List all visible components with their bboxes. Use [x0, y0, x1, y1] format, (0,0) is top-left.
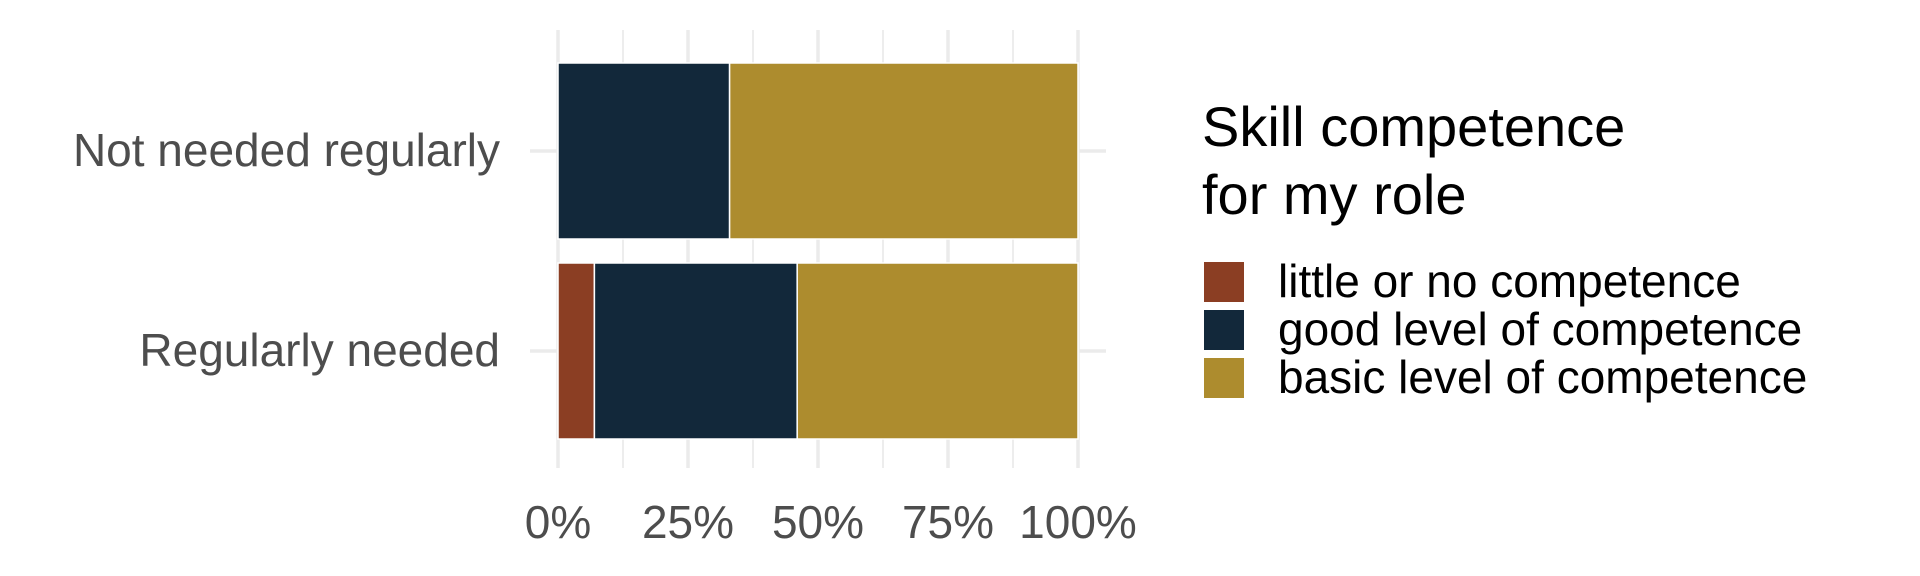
y-tick-label: Not needed regularly [73, 124, 500, 176]
legend-swatch [1204, 310, 1244, 350]
legend-label: basic level of competence [1278, 351, 1807, 403]
axis-layer: Not needed regularly Regularly needed 0% 25… [73, 124, 1137, 548]
legend-title: for my role [1202, 163, 1467, 226]
x-tick-label: 75% [902, 496, 994, 548]
legend-swatch [1204, 358, 1244, 398]
legend-swatch [1204, 262, 1244, 302]
x-tick-label: 100% [1019, 496, 1137, 548]
legend-label: little or no competence [1278, 255, 1741, 307]
bar-segment [557, 262, 596, 440]
bar-segment [728, 62, 1079, 240]
x-tick-label: 0% [525, 496, 591, 548]
legend-title: Skill competence [1202, 95, 1625, 158]
y-tick-label: Regularly needed [139, 324, 500, 376]
bar-segment [593, 262, 798, 440]
bars-layer [557, 62, 1079, 440]
x-tick-label: 25% [642, 496, 734, 548]
bar-segment [796, 262, 1079, 440]
x-tick-label: 50% [772, 496, 864, 548]
legend-label: good level of competence [1278, 303, 1802, 355]
bar-segment [557, 62, 731, 240]
